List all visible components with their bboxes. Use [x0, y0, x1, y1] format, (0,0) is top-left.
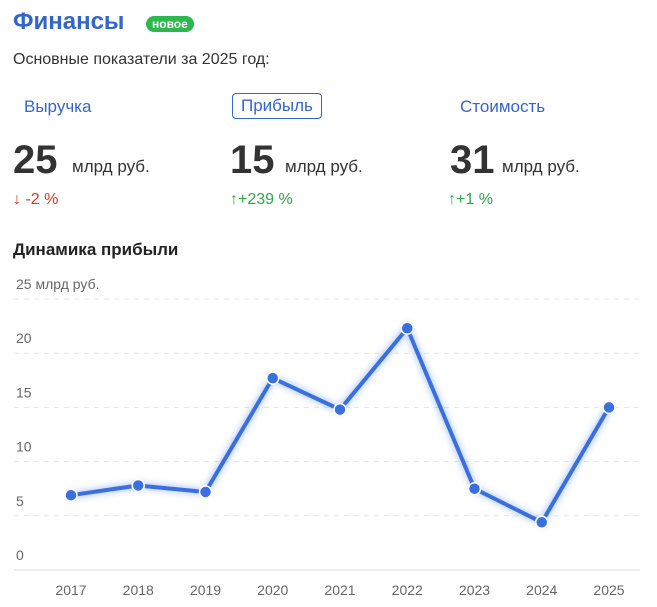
x-tick-label: 2023 [459, 582, 490, 598]
y-tick-label: 25 млрд руб. [16, 276, 99, 292]
x-tick-label: 2018 [123, 582, 154, 598]
chart-title: Динамика прибыли [13, 240, 179, 259]
metric-unit: млрд руб. [72, 157, 150, 176]
metric-unit: млрд руб. [285, 157, 363, 176]
title: Финансы [13, 8, 125, 35]
metric-value: 25 [13, 138, 58, 182]
point [131, 478, 145, 493]
point [333, 402, 347, 417]
line [70, 326, 611, 525]
x-tick-label: 2020 [257, 582, 288, 598]
metric-change: ↑+1 % [448, 191, 493, 208]
tab-selected[interactable]: Прибыль [232, 93, 322, 119]
point [64, 488, 78, 502]
y-tick-label: 15 [16, 384, 32, 400]
line-glow [70, 320, 613, 528]
point [198, 485, 213, 499]
point [602, 400, 616, 415]
x-tick-label: 2017 [55, 582, 86, 598]
metric-value: 31 [450, 138, 495, 182]
point [535, 515, 549, 530]
x-tick-label: 2022 [392, 582, 423, 598]
metric-change: ↑+239 % [230, 191, 293, 208]
x-tick-label: 2025 [593, 582, 624, 598]
y-tick-label: 20 [16, 330, 32, 346]
badge: новое [146, 16, 194, 32]
tab[interactable]: Выручка [24, 97, 92, 116]
point [266, 371, 280, 385]
subtitle: Основные показатели за 2025 год: [13, 51, 270, 68]
point [400, 321, 414, 336]
x-tick-label: 2021 [324, 582, 355, 598]
tab[interactable]: Стоимость [460, 97, 546, 116]
metric-change: ↓ -2 % [13, 191, 59, 208]
point [467, 481, 482, 496]
metric-unit: млрд руб. [502, 157, 580, 176]
y-tick-label: 5 [16, 493, 24, 509]
x-tick-label: 2024 [526, 582, 557, 598]
x-tick-label: 2019 [190, 582, 221, 598]
y-tick-label: 10 [16, 439, 32, 455]
metric-value: 15 [230, 138, 275, 182]
y-tick-label: 0 [16, 547, 24, 563]
